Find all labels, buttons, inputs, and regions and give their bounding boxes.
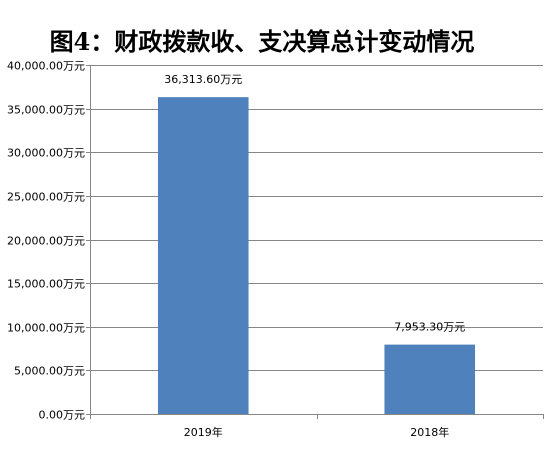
y-tick-label: 40,000.00万元 [7,60,85,73]
data-label: 36,313.60万元 [164,73,242,86]
x-category-label: 2019年 [184,425,223,439]
y-tick-label: 35,000.00万元 [7,104,85,117]
y-axis-tick-labels: 0.00万元 5,000.00万元 10,000.00万元 15,000.00万元 20… [7,60,85,422]
y-tick-label: 15,000.00万元 [7,278,85,291]
bars [157,97,476,414]
data-labels: 36,313.60万元 7,953.30万元 [164,73,465,333]
y-tick-label: 25,000.00万元 [7,191,85,204]
x-category-label: 2018年 [410,425,449,439]
y-tick-label: 20,000.00万元 [7,235,85,248]
data-label: 7,953.30万元 [394,321,465,334]
y-tick-label: 5,000.00万元 [14,365,85,378]
y-tick-label: 10,000.00万元 [7,322,85,335]
x-axis-category-labels: 2019年 2018年 [184,425,450,439]
y-tick-label: 0.00万元 [39,409,86,422]
axes [86,65,544,419]
bar-1 [157,97,249,414]
bar-2 [384,344,476,414]
y-tick-label: 30,000.00万元 [7,147,85,160]
chart-title: 图4：财政拨款收、支决算总计变动情况 [50,27,475,56]
